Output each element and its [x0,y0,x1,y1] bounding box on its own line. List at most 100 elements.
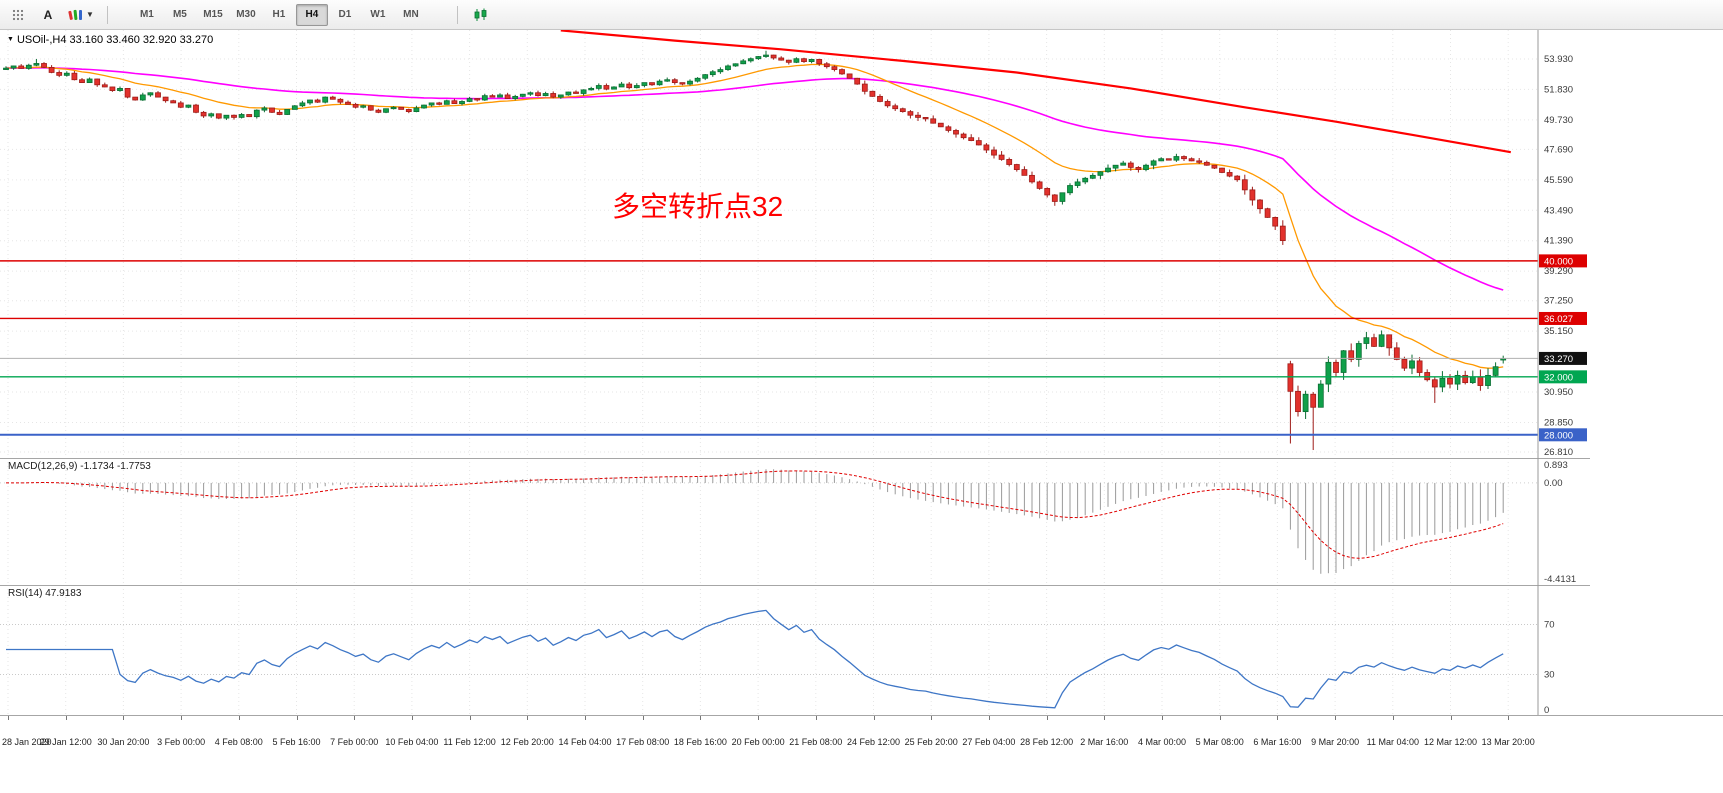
time-tick [1219,716,1221,720]
time-tick [354,716,356,720]
collapse-triangle-icon[interactable]: ▼ [7,36,14,43]
toolbar-separator [106,5,108,24]
price-tag-32.000 [1539,370,1587,384]
grid-dots-icon [12,9,24,20]
time-axis-label: 21 Feb 08:00 [789,737,843,747]
candles-icon[interactable] [467,3,495,27]
time-axis-label: 2 Mar 16:00 [1080,737,1129,747]
time-tick [1046,716,1048,720]
time-tick [123,716,125,720]
price-axis-label: 47.690 [1544,144,1573,155]
timeframe-button-h4[interactable]: H4 [295,3,328,26]
timeframe-button-w1[interactable]: W1 [370,9,386,20]
timeframe-button-m1[interactable]: M1 [139,9,154,20]
chart-annotation-text[interactable]: 多空转折点32 [612,191,784,222]
time-tick [1508,716,1510,720]
time-axis-label: 5 Mar 08:00 [1195,737,1244,747]
time-tick [1162,716,1163,720]
time-axis: 28 Jan 2020 29 Jan 12:00 30 Jan 20:00 3 Feb… [0,715,1723,771]
time-axis-label: 24 Feb 12:00 [846,737,901,747]
time-axis-label: 14 Feb 04:00 [558,737,612,747]
time-axis-label: 30 Jan 20:00 [97,737,150,747]
ma-mid-magenta-line[interactable] [5,66,1504,291]
price-tag-label: 33.270 [1544,354,1573,365]
symbol-ohlc-readout: USOil-,H4 33.160 33.460 32.920 33.270 [16,34,214,46]
grid-icon[interactable] [4,3,32,27]
macd-indicator-panel[interactable]: 0.893 0.00 -4.4131 [0,458,1723,585]
time-axis-label: 25 Feb 20:00 [904,737,958,747]
time-axis-label: 11 Feb 12:00 [443,737,496,747]
macd-axis-top: 0.893 [1544,460,1568,471]
price-tag-40.000 [1539,254,1587,268]
time-tick [700,716,702,720]
time-axis-label: 28 Feb 12:00 [1020,737,1074,747]
price-axis-label: 51.830 [1544,84,1573,95]
toolbar-separator [456,5,458,24]
main-toolbar: A ▼ M1 M5 M15 M30 H1 H4 D1 W1 MN [0,0,1723,30]
rsi-indicator-panel[interactable]: 70 30 0 [0,585,1723,715]
time-tick [1277,716,1279,720]
price-axis-label: 41.390 [1544,236,1573,247]
time-axis-label: 3 Feb 00:00 [157,737,206,747]
time-tick [238,716,240,720]
price-axis-label: 39.290 [1544,266,1573,277]
time-axis-label: 27 Feb 04:00 [962,737,1016,747]
time-axis-label: 6 Mar 16:00 [1253,737,1302,747]
colors-dropdown-button[interactable]: ▼ [64,3,98,27]
time-axis-label: 17 Feb 08:00 [616,737,670,747]
time-axis-label: 13 Mar 20:00 [1481,737,1535,747]
rsi-axis-0: 0 [1544,705,1549,715]
chevron-down-icon: ▼ [86,10,94,19]
time-axis-label: 4 Feb 08:00 [214,737,263,747]
time-axis-label: 5 Feb 16:00 [272,737,321,747]
timeframe-button-mn[interactable]: MN [403,9,419,20]
rsi-axis-30: 30 [1544,670,1555,681]
time-tick [8,716,9,720]
timeframe-button-m30[interactable]: M30 [236,9,256,20]
time-axis-label: 10 Feb 04:00 [385,737,439,747]
price-tag-28.000 [1539,428,1587,442]
time-tick [988,716,990,720]
time-tick [411,716,413,720]
price-tag-33.270 [1539,351,1587,365]
timeframe-button-h1[interactable]: H1 [272,9,286,20]
time-axis-label: 7 Feb 00:00 [330,737,379,747]
time-axis-label: 12 Feb 20:00 [500,737,554,747]
price-axis-label: 35.150 [1544,326,1573,337]
rsi-header-label: RSI(14) 47.9183 [8,588,82,599]
ma-slow-red-line[interactable] [560,30,1511,154]
time-tick [1392,716,1394,720]
timeframe-group: M1 M5 M15 M30 H1 H4 D1 W1 MN [131,3,427,26]
price-axis-label: 30.950 [1544,387,1573,398]
time-tick [1104,716,1106,720]
green-candles-glyph [474,8,487,21]
price-axis-label: 43.490 [1544,205,1573,216]
macd-signal-line [6,470,1504,559]
ma-fast-orange-line[interactable] [5,63,1504,369]
chart-header: ▼ USOil-,H4 33.160 33.460 32.920 33.270 [7,34,213,46]
price-tag-label: 32.000 [1544,372,1573,383]
text-tool-button[interactable]: A [43,7,53,22]
time-tick [527,716,529,720]
time-axis-label: 9 Mar 20:00 [1311,737,1360,747]
macd-axis-bottom: -4.4131 [1544,574,1576,585]
price-axis-label: 49.730 [1544,115,1573,126]
macd-header-label: MACD(12,26,9) -1.1734 -1.7753 [8,461,151,472]
time-tick [642,716,644,720]
price-axis-label: 28.850 [1544,417,1573,428]
macd-histogram [13,469,1504,574]
time-tick [1450,716,1452,720]
timeframe-button-m15[interactable]: M15 [203,9,223,20]
grid [0,30,1538,458]
candles [3,50,1507,451]
time-axis-label: 4 Mar 00:00 [1137,737,1187,747]
time-tick [65,716,67,720]
time-tick [181,716,183,720]
timeframe-button-m5[interactable]: M5 [172,9,187,20]
time-axis-label: 20 Feb 00:00 [731,737,785,747]
time-tick [469,716,471,720]
price-axis-label: 26.810 [1544,447,1573,458]
price-chart-panel[interactable]: 53.930 51.830 49.730 47.690 45.590 43.490 41.3… [0,30,1723,458]
timeframe-button-d1[interactable]: D1 [338,9,352,20]
